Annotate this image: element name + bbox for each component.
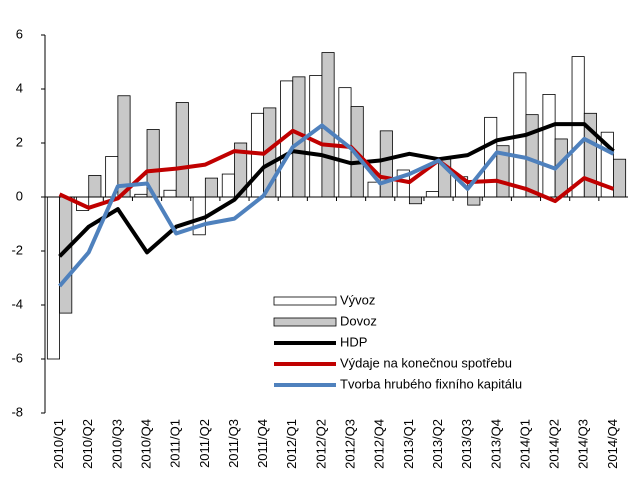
- legend-label: HDP: [340, 334, 367, 349]
- bar: [467, 196, 481, 206]
- x-tick-label: 2011/Q3: [226, 419, 241, 468]
- x-tick-label: 2012/Q4: [372, 419, 387, 469]
- x-tick-label: 2010/Q1: [51, 419, 66, 469]
- y-tick-label: 0: [16, 188, 23, 203]
- x-tick-label: 2010/Q4: [138, 419, 153, 469]
- bar: [221, 173, 235, 198]
- bar: [379, 130, 393, 198]
- legend-label: Dovoz: [340, 313, 377, 328]
- y-tick-label: -2: [11, 242, 23, 257]
- bar: [309, 75, 323, 198]
- x-tick-label: 2014/Q1: [517, 419, 532, 469]
- bar: [613, 158, 627, 198]
- x-tick-label: 2013/Q3: [459, 419, 474, 469]
- line: [58, 122, 615, 258]
- legend-label: Vývoz: [340, 292, 375, 307]
- line: [58, 128, 615, 210]
- x-tick-label: 2013/Q2: [430, 419, 445, 469]
- bar: [204, 177, 218, 198]
- x-tick-label: 2011/Q4: [255, 419, 270, 468]
- y-tick-label: 2: [16, 134, 23, 149]
- legend-label: Výdaje na konečnou spotřebu: [340, 355, 512, 370]
- x-tick-label: 2010/Q3: [109, 419, 124, 469]
- bar: [88, 174, 102, 198]
- x-tick-label: 2013/Q1: [401, 419, 416, 469]
- y-tick-label: 4: [16, 80, 23, 95]
- bar: [525, 114, 539, 198]
- x-tick-label: 2012/Q3: [343, 419, 358, 469]
- bar: [425, 191, 439, 198]
- bar: [117, 95, 131, 198]
- x-tick-label: 2013/Q4: [488, 419, 503, 469]
- bar: [571, 56, 585, 198]
- legend-swatch: [273, 317, 337, 327]
- bar: [175, 102, 189, 198]
- bar: [163, 189, 177, 198]
- y-tick-label: 6: [16, 26, 23, 41]
- x-tick-label: 2011/Q1: [168, 419, 183, 468]
- x-tick-label: 2014/Q3: [576, 419, 591, 469]
- y-tick-label: -8: [11, 404, 23, 419]
- bar: [408, 196, 423, 205]
- legend-label: Tvorba hrubého fixního kapitálu: [340, 376, 522, 391]
- line: [58, 123, 615, 288]
- x-tick-label: 2012/Q2: [313, 419, 328, 469]
- legend-swatch: [273, 296, 337, 306]
- bar: [542, 94, 556, 198]
- bar: [46, 196, 60, 360]
- x-tick-label: 2014/Q4: [605, 419, 620, 469]
- x-tick-label: 2011/Q2: [197, 419, 212, 468]
- y-tick-label: -6: [11, 350, 23, 365]
- x-tick-label: 2010/Q2: [80, 419, 95, 469]
- x-tick-label: 2014/Q2: [547, 419, 562, 469]
- y-tick-label: -4: [11, 296, 23, 311]
- x-tick-label: 2012/Q1: [284, 419, 299, 469]
